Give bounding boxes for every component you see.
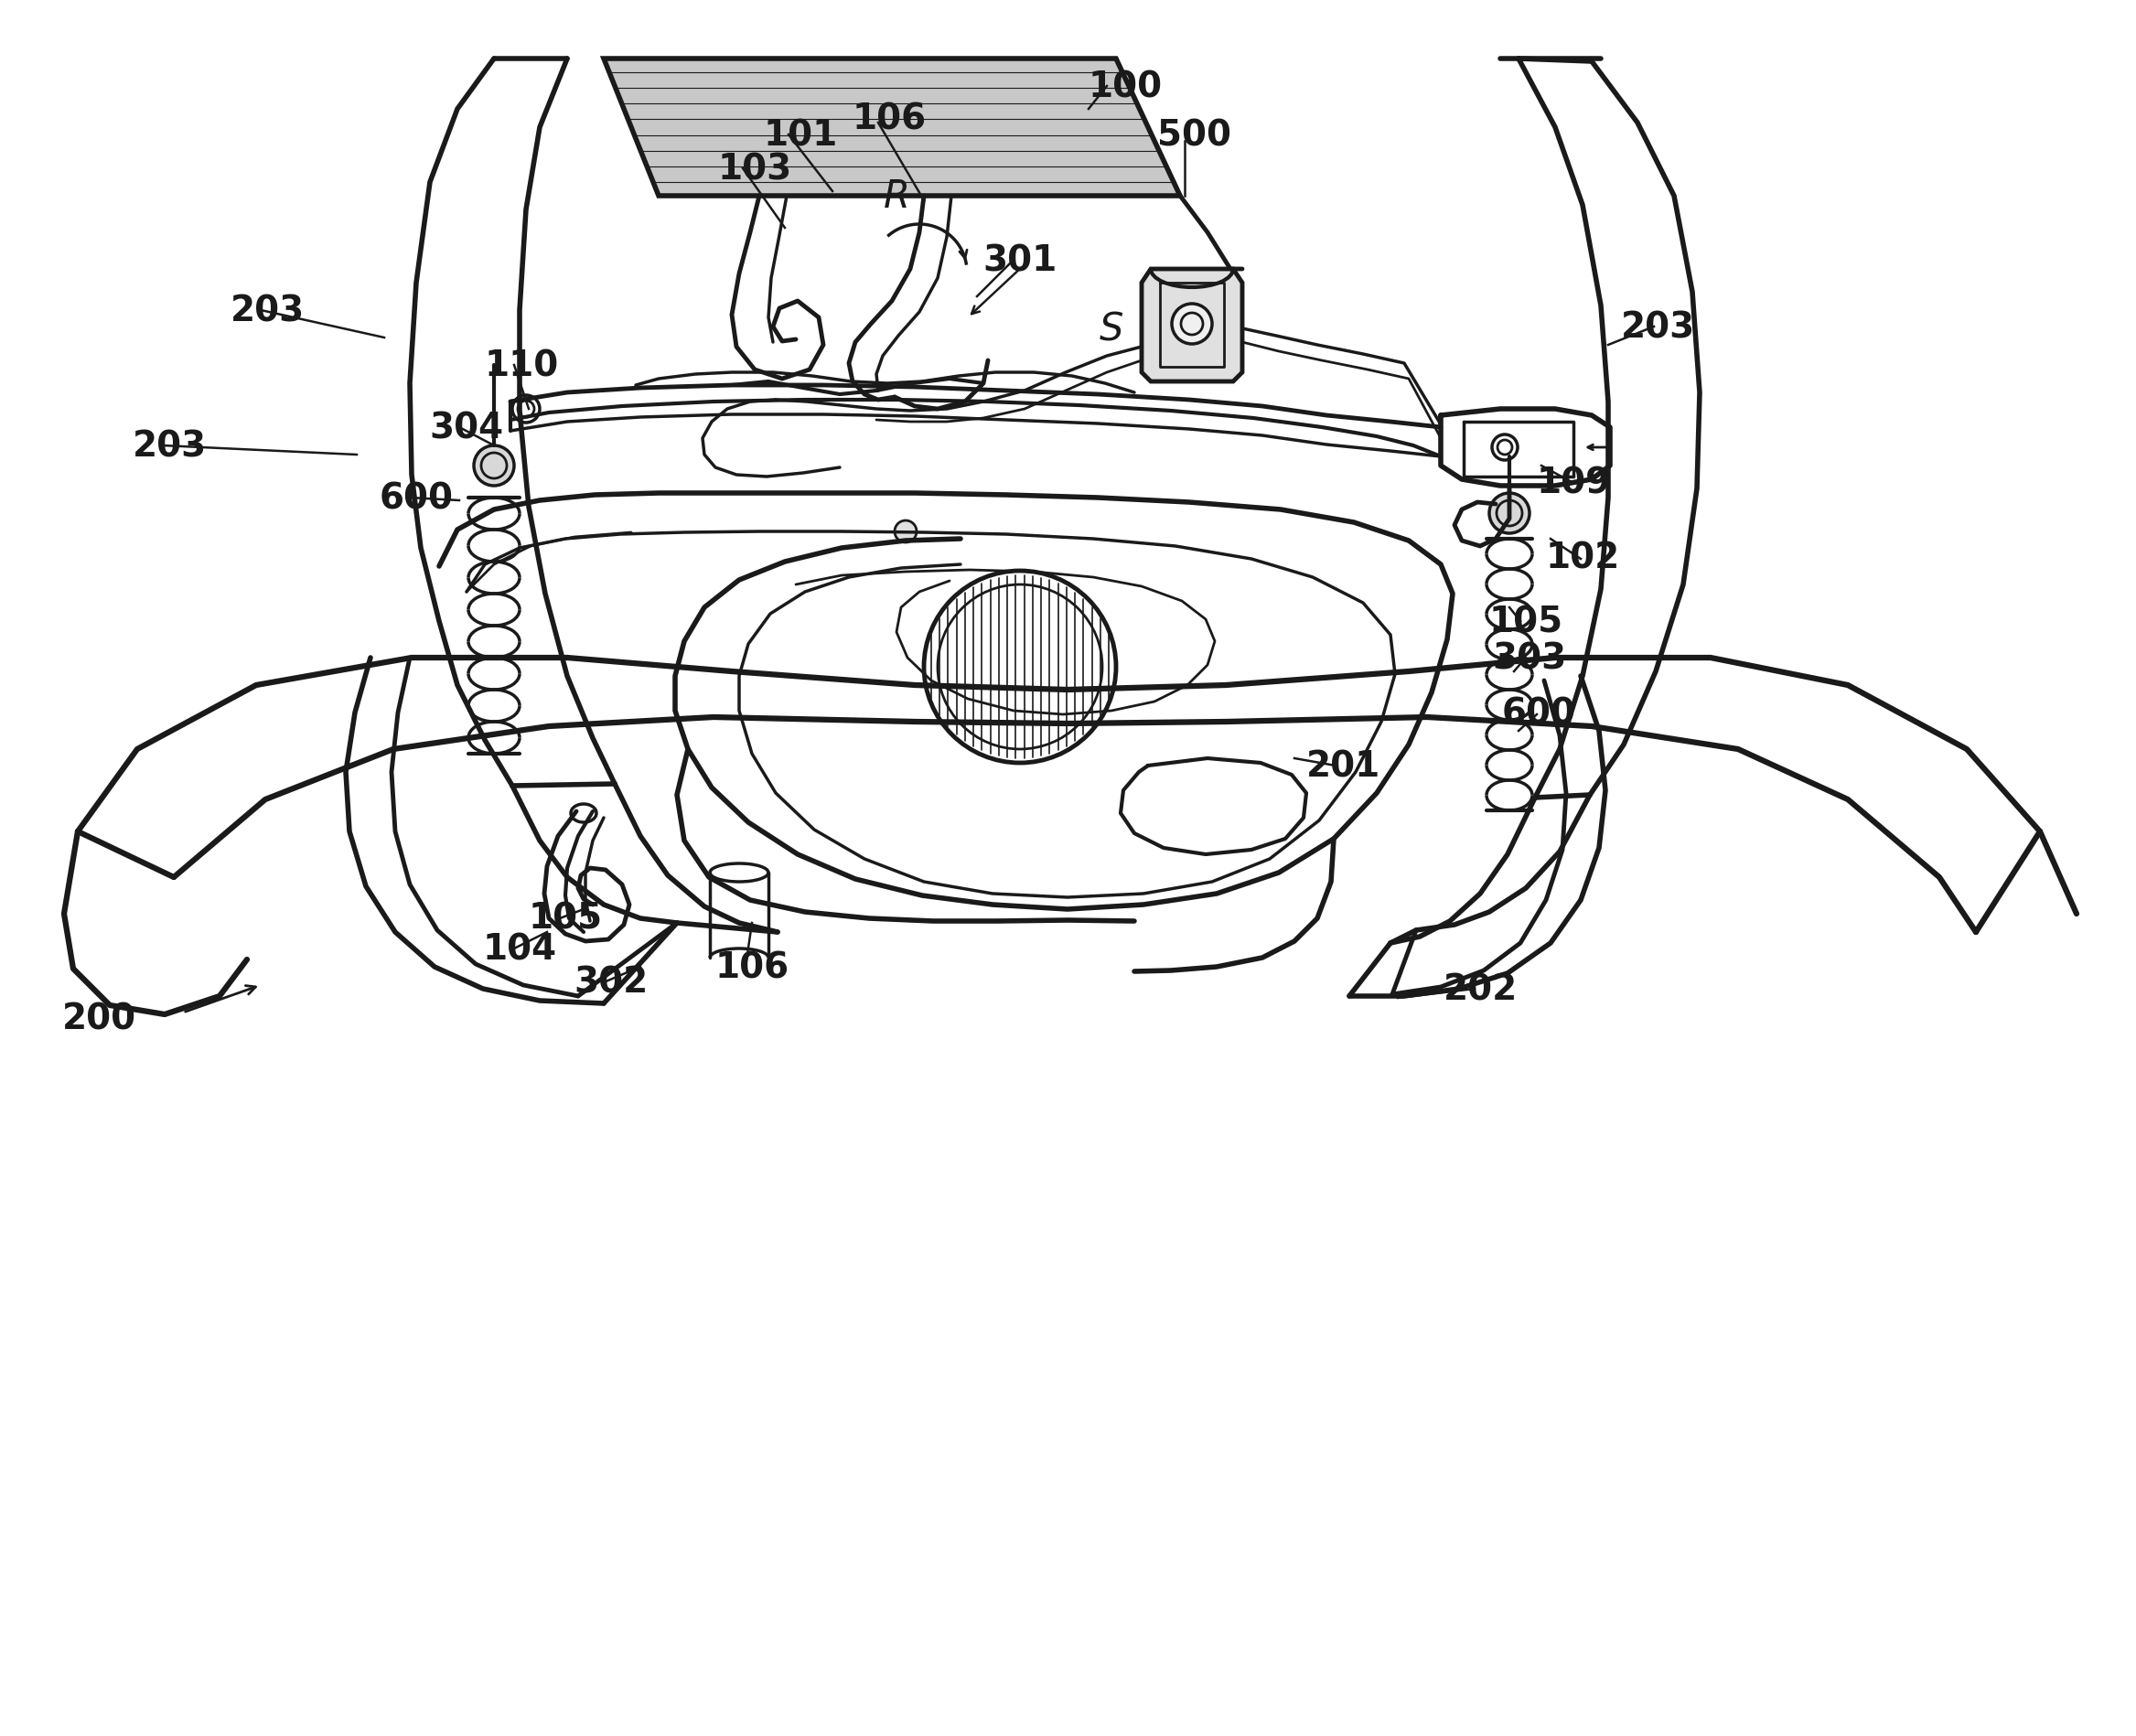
Text: 304: 304: [429, 410, 504, 444]
Polygon shape: [1141, 269, 1243, 382]
Circle shape: [513, 396, 540, 424]
Text: S: S: [1100, 311, 1124, 349]
Polygon shape: [604, 59, 1179, 196]
Text: 103: 103: [718, 151, 792, 186]
Text: 202: 202: [1444, 972, 1517, 1007]
Text: 100: 100: [1087, 69, 1162, 104]
Text: 303: 303: [1493, 641, 1566, 675]
Text: 101: 101: [763, 118, 837, 153]
Text: 105: 105: [1489, 604, 1564, 639]
Text: 203: 203: [1621, 311, 1694, 345]
Circle shape: [1173, 304, 1211, 345]
Text: 200: 200: [62, 1002, 137, 1036]
Text: 301: 301: [983, 243, 1057, 278]
Text: 302: 302: [575, 965, 647, 1000]
Text: 201: 201: [1305, 748, 1380, 783]
Text: 600: 600: [380, 481, 453, 516]
Text: R: R: [884, 177, 910, 215]
Text: 500: 500: [1158, 118, 1230, 153]
Text: 106: 106: [852, 101, 927, 135]
Text: 109: 109: [1536, 465, 1611, 500]
Text: 102: 102: [1546, 540, 1619, 575]
Circle shape: [1489, 493, 1529, 535]
Text: 110: 110: [485, 349, 560, 384]
Text: 203: 203: [231, 293, 303, 328]
Circle shape: [1493, 436, 1517, 460]
Text: 106: 106: [716, 950, 788, 984]
Text: 104: 104: [483, 932, 557, 967]
Circle shape: [895, 521, 916, 543]
Text: 203: 203: [132, 429, 207, 464]
Text: 105: 105: [528, 901, 602, 936]
Text: 600: 600: [1502, 696, 1576, 731]
Circle shape: [474, 446, 515, 486]
